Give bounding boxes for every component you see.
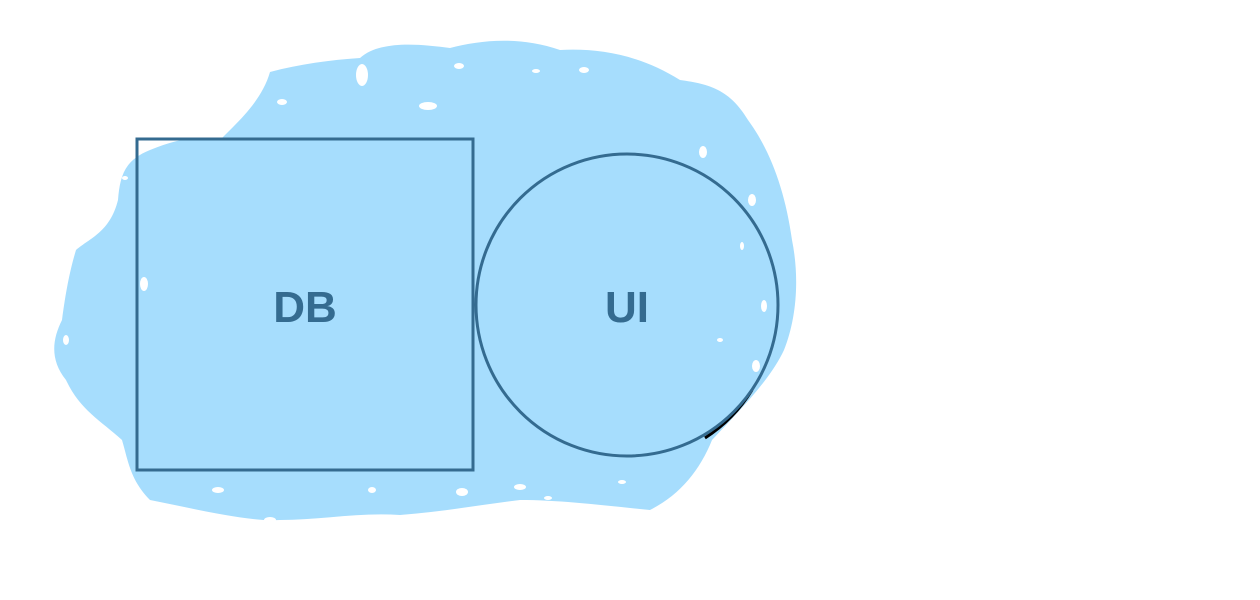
blob-speckle: [264, 517, 276, 523]
blob-speckle: [761, 300, 767, 312]
blob-speckle: [376, 34, 384, 38]
blob-speckle: [212, 487, 224, 493]
blob-speckle: [140, 277, 148, 291]
db-rectangle[interactable]: [135, 137, 475, 472]
blob-speckle: [618, 480, 626, 484]
blob-speckle: [798, 288, 802, 300]
db-label: DB: [273, 283, 337, 332]
ui-label: UI: [605, 283, 649, 332]
blob-speckle: [277, 99, 287, 105]
blob-speckle: [456, 488, 468, 496]
blob-shape: [54, 40, 797, 521]
blob-speckle: [579, 67, 589, 73]
blob-speckle: [717, 338, 723, 342]
blob-speckle: [532, 69, 540, 73]
ui-node[interactable]: UI: [474, 152, 780, 458]
blob-speckle: [122, 176, 128, 180]
blob-speckle: [514, 484, 526, 490]
ui-circle[interactable]: [474, 152, 780, 458]
blob-speckle: [748, 194, 756, 206]
blob-speckle: [544, 496, 552, 500]
db-node[interactable]: DB: [135, 137, 475, 472]
blob-speckle: [752, 360, 760, 372]
blob-speckle: [740, 242, 744, 250]
blob-speckle: [368, 487, 376, 493]
blob-speckle: [356, 64, 368, 86]
blob-speckle: [63, 335, 69, 345]
blob-speckle: [699, 146, 707, 158]
blob-background: [54, 34, 802, 523]
blob-speckle: [454, 63, 464, 69]
blob-speckle: [419, 102, 437, 110]
